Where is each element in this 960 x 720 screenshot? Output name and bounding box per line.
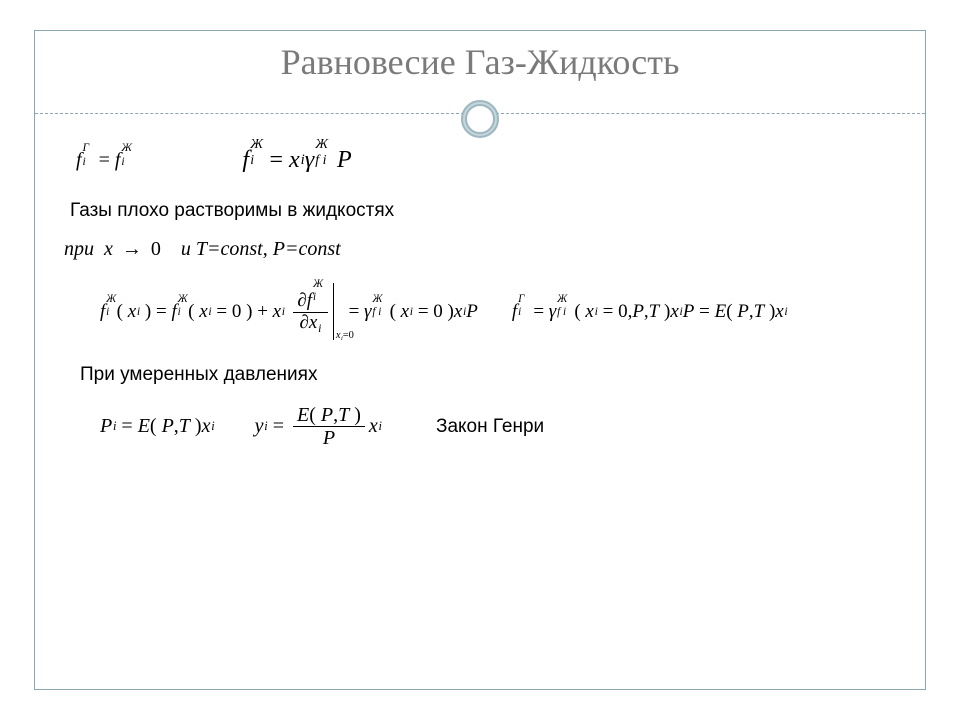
- eval-bar: xi=0: [333, 283, 334, 340]
- note-moderate-pressure: При умеренных давлениях: [80, 364, 890, 386]
- equation-row-henry: Pi = E( P,T ) xi yi = E( P,T ) P xi Зако…: [100, 404, 890, 449]
- eq-fugacity-equality: fГi = fЖi: [76, 149, 132, 172]
- eq-henry-constant-def: fГi = γЖf i ( xi=0,P,T ) xi P = E( P,T )…: [512, 301, 788, 323]
- equation-row-1: fГi = fЖi fЖi = xi γЖf i P: [76, 147, 890, 174]
- partial-fraction: ∂fЖi ∂xi: [293, 287, 327, 336]
- slide-body: fГi = fЖi fЖi = xi γЖf i P Газы плохо ра…: [70, 147, 890, 449]
- eq-fugacity-liquid-def: fЖi = xi γЖf i P: [242, 147, 351, 174]
- eq-taylor: fЖi ( xi ) = fЖi ( xi=0 ) + xi ∂fЖi ∂xi …: [100, 283, 478, 340]
- note-solubility: Газы плохо растворимы в жидкостях: [70, 200, 890, 222]
- eq-henry-Pi: Pi = E( P,T ) xi: [100, 415, 215, 438]
- title-divider: [35, 91, 925, 141]
- slide-frame: Равновесие Газ-Жидкость fГi = fЖi fЖi = …: [34, 30, 926, 690]
- henry-law-label: Закон Генри: [436, 416, 544, 438]
- slide-title: Равновесие Газ-Жидкость: [35, 41, 925, 83]
- eq-henry-yi: yi = E( P,T ) P xi: [255, 404, 382, 449]
- ring-icon: [458, 97, 502, 141]
- condition-line: при x → 0 и T=const, P=const: [64, 238, 890, 261]
